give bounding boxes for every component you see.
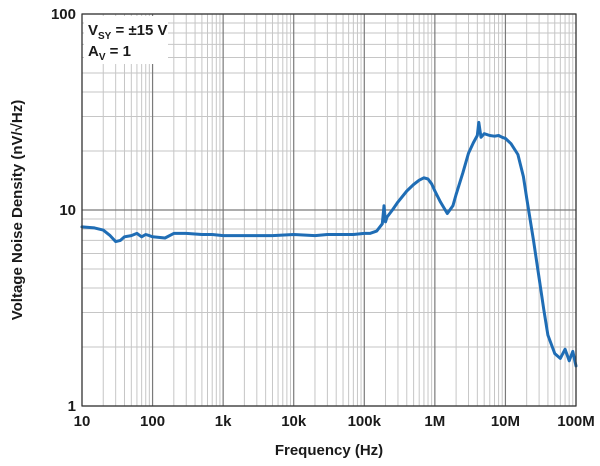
y-tick-labels: 1 10 100 [51, 6, 76, 415]
y-tick-label: 100 [51, 6, 76, 23]
x-tick-label: 100M [557, 413, 595, 430]
noise-density-line [80, 120, 578, 368]
condition-gain: AV = 1 [88, 43, 131, 63]
x-tick-labels: 10 100 1k 10k 100k 1M 10M 100M [74, 413, 595, 430]
y-axis-title: Voltage Noise Density (nV/√Hz) [9, 100, 26, 321]
x-tick-label: 1k [215, 413, 232, 430]
y-tick-label: 1 [68, 398, 76, 415]
x-tick-label: 100k [348, 413, 382, 430]
conditions-box [84, 16, 168, 64]
series-layer [80, 120, 578, 368]
x-axis-title: Frequency (Hz) [275, 442, 383, 459]
x-tick-label: 1M [424, 413, 445, 430]
x-tick-label: 10M [491, 413, 520, 430]
x-tick-label: 10 [74, 413, 91, 430]
y-tick-label: 10 [59, 202, 76, 219]
plot-frame [81, 13, 577, 407]
condition-supply: VSY = ±15 V [88, 22, 168, 42]
x-tick-label: 10k [281, 413, 307, 430]
x-tick-label: 100 [140, 413, 165, 430]
